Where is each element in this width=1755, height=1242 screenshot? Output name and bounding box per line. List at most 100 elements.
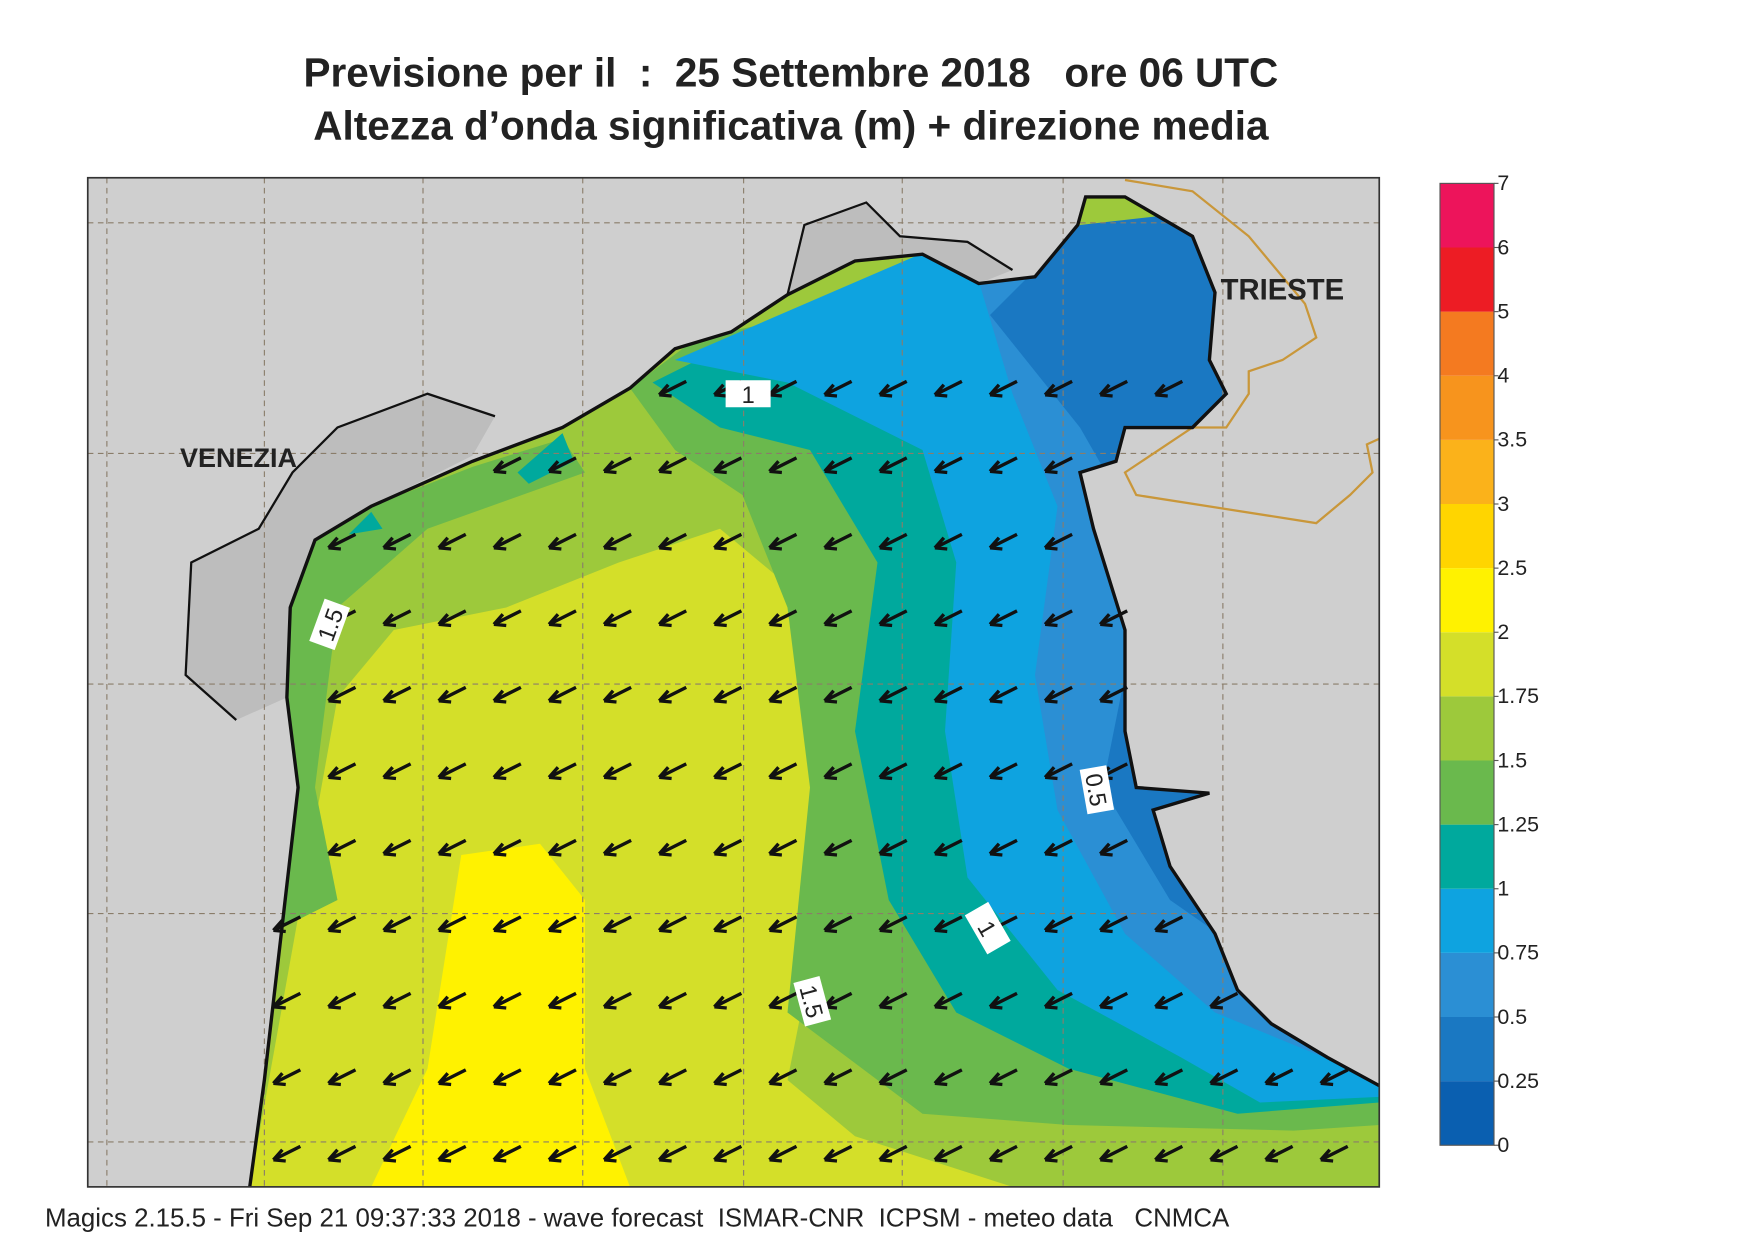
colorbar-band	[1440, 952, 1494, 1017]
wave-direction-arrow	[437, 762, 467, 781]
wave-direction-arrow	[1209, 991, 1239, 1010]
wave-direction-arrow	[327, 838, 357, 857]
contour-label: 1	[964, 901, 1011, 955]
wave-direction-arrow	[327, 762, 357, 781]
wave-direction-arrow	[382, 532, 412, 551]
wave-direction-arrow	[1098, 609, 1129, 628]
wave-direction-arrow	[1154, 379, 1184, 398]
colorbar-band	[1440, 696, 1494, 761]
wave-direction-arrow	[878, 532, 908, 551]
wave-direction-arrow	[823, 1068, 853, 1087]
wave-direction-arrow	[768, 379, 798, 398]
wave-direction-arrow	[933, 609, 963, 628]
colorbar-frame	[1439, 182, 1495, 1146]
wave-direction-arrow	[713, 685, 743, 704]
wave-direction-arrow	[272, 1144, 302, 1163]
wave-direction-arrow	[878, 609, 908, 628]
wave-direction-arrow	[933, 1068, 963, 1087]
wave-direction-arrow	[657, 532, 688, 551]
colorbar-band	[1440, 375, 1494, 440]
wave-direction-arrow	[878, 762, 908, 781]
wave-direction-arrow	[713, 991, 743, 1010]
colorbar-tick-label: 1.5	[1497, 748, 1527, 772]
wave-direction-arrow	[272, 1068, 302, 1087]
contour-label: 0.5	[1079, 765, 1115, 815]
wave-direction-arrow	[933, 915, 963, 934]
wave-direction-arrow	[1098, 379, 1129, 398]
wave-direction-arrow	[1154, 915, 1184, 934]
wave-direction-arrow	[1043, 1144, 1073, 1163]
wave-direction-arrow	[713, 1068, 743, 1087]
wave-direction-arrow	[768, 838, 798, 857]
footer: Magics 2.15.5 - Fri Sep 21 09:37:33 2018…	[45, 1204, 1230, 1232]
wave-direction-arrow	[1098, 685, 1129, 704]
wave-direction-arrow	[1098, 915, 1129, 934]
colorbar-tick-label: 3.5	[1497, 428, 1527, 452]
wave-direction-arrow	[657, 1068, 688, 1087]
wave-direction-arrow	[547, 532, 577, 551]
wave-direction-arrow	[272, 991, 302, 1010]
wave-direction-arrow	[657, 991, 688, 1010]
wave-direction-arrow	[988, 456, 1018, 475]
place-label: TRIESTE	[1221, 274, 1345, 306]
contour-label-box	[1079, 765, 1115, 815]
wave-direction-arrow	[878, 1144, 908, 1163]
contour-label-box	[793, 976, 832, 1027]
map-frame	[86, 176, 1381, 1188]
wave-direction-arrow	[437, 1068, 467, 1087]
wave-direction-arrow	[1043, 685, 1073, 704]
wave-direction-arrow	[547, 991, 577, 1010]
wave-direction-arrow	[657, 915, 688, 934]
wave-direction-arrow	[878, 685, 908, 704]
wave-direction-arrow	[602, 762, 632, 781]
wave-direction-arrow	[768, 991, 798, 1010]
colorbar-tick-label: 4	[1497, 364, 1509, 388]
wave-direction-arrow	[547, 456, 577, 475]
wave-direction-arrow	[492, 762, 522, 781]
wave-direction-arrow	[1319, 1068, 1349, 1087]
wave-direction-arrow	[878, 838, 908, 857]
colorbar-band	[1440, 311, 1494, 376]
wave-direction-arrow	[602, 1144, 632, 1163]
wave-direction-arrow	[602, 532, 632, 551]
wave-direction-arrow	[933, 991, 963, 1010]
wave-direction-arrow	[1043, 379, 1073, 398]
wave-direction-arrow	[1043, 915, 1073, 934]
wave-direction-arrow	[1098, 1068, 1129, 1087]
colorbar: 0 0.25 0.5 0.75 1 1.25 1.5 1.75 2 2.5 3 3.5 4 5 6 7	[1439, 171, 1539, 1157]
wave-direction-arrow	[823, 685, 853, 704]
wave-direction-arrow	[602, 991, 632, 1010]
wave-direction-arrow	[602, 838, 632, 857]
wave-direction-arrow	[492, 991, 522, 1010]
wave-direction-arrow	[713, 838, 743, 857]
wave-direction-arrow	[878, 456, 908, 475]
wave-direction-arrow	[933, 685, 963, 704]
wave-direction-arrow	[823, 762, 853, 781]
wave-direction-arrow	[713, 762, 743, 781]
wave-direction-arrow	[657, 838, 688, 857]
wave-direction-arrow	[437, 609, 467, 628]
colorbar-tick-label: 5	[1497, 299, 1509, 323]
wave-direction-arrow	[437, 838, 467, 857]
wave-direction-arrow	[1209, 1068, 1239, 1087]
wave-direction-arrow	[768, 609, 798, 628]
wave-direction-arrow	[382, 1144, 412, 1163]
colorbar-band	[1440, 439, 1494, 504]
wave-direction-arrow	[602, 915, 632, 934]
wave-direction-arrow	[1043, 532, 1073, 551]
wave-direction-arrow	[437, 685, 467, 704]
wave-direction-arrow	[1264, 1068, 1294, 1087]
wave-direction-arrow	[492, 915, 522, 934]
wave-band	[371, 843, 630, 1187]
wave-direction-arrow	[713, 456, 743, 475]
wave-direction-arrow	[823, 915, 853, 934]
wave-direction-arrow	[768, 1144, 798, 1163]
wave-direction-arrow	[437, 915, 467, 934]
wave-direction-arrow	[547, 762, 577, 781]
wave-direction-arrow	[1043, 1068, 1073, 1087]
wave-direction-arrow	[933, 1144, 963, 1163]
wave-direction-arrow	[988, 991, 1018, 1010]
colorbar-tick-label: 6	[1497, 235, 1509, 259]
colorbar-band	[1440, 183, 1494, 248]
wave-direction-arrow	[657, 609, 688, 628]
